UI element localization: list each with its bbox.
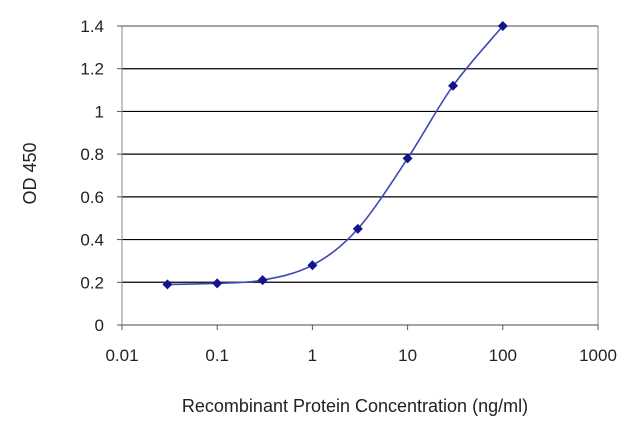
x-axis-title: Recombinant Protein Concentration (ng/ml… [182,396,528,416]
x-tick-label: 0.1 [205,346,229,365]
grid-lines [122,25,598,326]
y-tick-label: 0.4 [80,231,104,250]
data-point [497,21,508,31]
y-tick-label: 1.2 [80,60,104,79]
series-layer [162,21,508,290]
data-point [212,278,223,289]
x-tick-label: 1 [308,346,317,365]
y-tick-label: 1.4 [80,17,104,36]
data-point [307,260,318,271]
x-tick-label: 0.01 [105,346,138,365]
data-point [257,275,268,286]
y-axis-ticks: 0 0.2 0.4 0.6 0.8 1 1.2 1.4 [80,17,122,335]
data-point [352,223,363,234]
y-tick-label: 0.6 [80,188,104,207]
data-point [402,153,413,164]
x-axis-ticks: 0.01 0.1 1 10 100 1000 [105,325,617,365]
y-axis-title: OD 450 [20,142,40,204]
series-line [167,25,504,286]
data-point [448,80,459,91]
x-tick-label: 10 [398,346,417,365]
y-tick-label: 0.8 [80,145,104,164]
x-tick-label: 100 [489,346,517,365]
plot-area [121,25,599,326]
y-tick-label: 0.2 [80,273,104,292]
y-tick-label: 1 [95,102,104,121]
y-tick-label: 0 [95,316,104,335]
x-tick-label: 1000 [579,346,617,365]
data-point [162,279,173,290]
